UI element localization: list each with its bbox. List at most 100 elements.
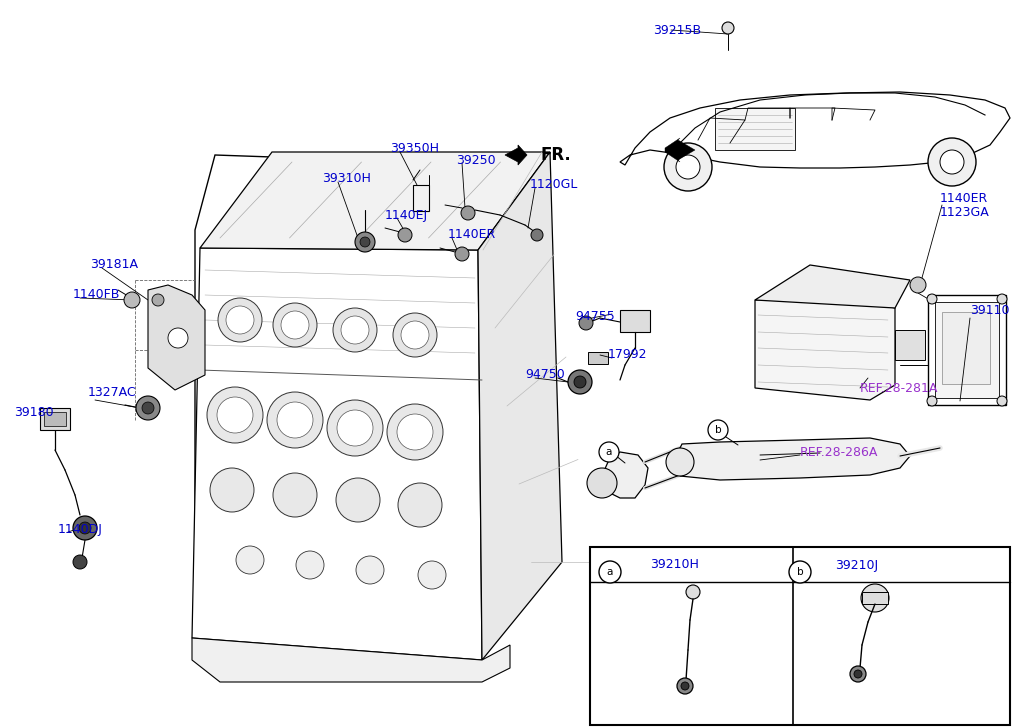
Text: a: a xyxy=(605,447,612,457)
Circle shape xyxy=(681,682,689,690)
Circle shape xyxy=(273,473,317,517)
Text: 39310H: 39310H xyxy=(322,172,371,185)
Circle shape xyxy=(73,555,87,569)
Circle shape xyxy=(336,478,380,522)
Polygon shape xyxy=(665,138,695,162)
Circle shape xyxy=(207,387,263,443)
Polygon shape xyxy=(505,145,527,165)
Circle shape xyxy=(708,420,728,440)
Bar xyxy=(895,330,925,360)
Polygon shape xyxy=(192,638,510,682)
Polygon shape xyxy=(620,92,1010,168)
Circle shape xyxy=(997,294,1007,304)
Circle shape xyxy=(218,298,262,342)
Circle shape xyxy=(850,666,866,682)
Bar xyxy=(935,302,999,398)
Circle shape xyxy=(360,237,370,247)
Circle shape xyxy=(574,376,586,388)
Polygon shape xyxy=(195,155,500,660)
Text: 1140ER: 1140ER xyxy=(448,228,496,241)
Circle shape xyxy=(393,313,437,357)
Circle shape xyxy=(568,370,592,394)
Text: 39210H: 39210H xyxy=(650,558,699,571)
Circle shape xyxy=(273,303,317,347)
Circle shape xyxy=(168,328,188,348)
Polygon shape xyxy=(680,438,910,480)
Circle shape xyxy=(387,404,443,460)
Text: 17992: 17992 xyxy=(608,348,648,361)
Text: 39210J: 39210J xyxy=(835,558,878,571)
Polygon shape xyxy=(148,285,205,390)
Polygon shape xyxy=(598,452,648,498)
Circle shape xyxy=(928,138,976,186)
Text: 39250: 39250 xyxy=(456,153,496,166)
Circle shape xyxy=(599,561,621,583)
Text: 1120GL: 1120GL xyxy=(530,179,578,191)
Text: 39181A: 39181A xyxy=(90,259,138,271)
Circle shape xyxy=(397,414,433,450)
Circle shape xyxy=(599,442,619,462)
Text: 39215B: 39215B xyxy=(653,23,701,36)
Text: 94750: 94750 xyxy=(525,369,565,382)
Polygon shape xyxy=(192,248,482,660)
Circle shape xyxy=(861,584,889,612)
Circle shape xyxy=(236,546,264,574)
Polygon shape xyxy=(755,265,910,308)
Polygon shape xyxy=(755,295,895,400)
Circle shape xyxy=(927,396,937,406)
Circle shape xyxy=(676,155,700,179)
Circle shape xyxy=(142,402,154,414)
Circle shape xyxy=(910,277,926,293)
Circle shape xyxy=(267,392,323,448)
Circle shape xyxy=(455,247,469,261)
Bar xyxy=(413,185,429,211)
Circle shape xyxy=(333,308,377,352)
Circle shape xyxy=(531,229,544,241)
Circle shape xyxy=(722,22,734,34)
Text: 1140DJ: 1140DJ xyxy=(58,523,102,537)
Circle shape xyxy=(940,150,964,174)
Polygon shape xyxy=(200,152,550,250)
Circle shape xyxy=(327,400,383,456)
Circle shape xyxy=(210,468,254,512)
Text: FR.: FR. xyxy=(540,146,571,164)
Circle shape xyxy=(356,556,384,584)
Circle shape xyxy=(136,396,160,420)
Circle shape xyxy=(686,585,700,599)
Circle shape xyxy=(337,410,373,446)
Circle shape xyxy=(587,468,617,498)
Text: 94755: 94755 xyxy=(575,310,614,323)
Circle shape xyxy=(789,561,811,583)
Text: 1327AC: 1327AC xyxy=(88,387,137,400)
Circle shape xyxy=(73,516,97,540)
Text: a: a xyxy=(606,567,613,577)
Bar xyxy=(620,310,650,332)
Circle shape xyxy=(854,670,862,678)
Bar xyxy=(942,312,990,384)
Circle shape xyxy=(277,402,313,438)
Bar xyxy=(590,547,1010,725)
Text: 39350H: 39350H xyxy=(390,142,439,155)
Text: b: b xyxy=(797,567,803,577)
Circle shape xyxy=(399,483,442,527)
Circle shape xyxy=(677,678,693,694)
Circle shape xyxy=(281,311,309,339)
Circle shape xyxy=(341,316,369,344)
Bar xyxy=(44,412,66,426)
Text: REF.28-281A: REF.28-281A xyxy=(860,382,938,395)
Bar xyxy=(588,352,608,364)
Polygon shape xyxy=(478,152,562,660)
Circle shape xyxy=(401,321,429,349)
Circle shape xyxy=(399,228,412,242)
Text: 1140ER: 1140ER xyxy=(940,191,989,204)
Circle shape xyxy=(217,397,254,433)
Circle shape xyxy=(997,396,1007,406)
Circle shape xyxy=(79,522,91,534)
Text: 1140FB: 1140FB xyxy=(73,289,121,302)
Circle shape xyxy=(418,561,446,589)
Text: 1140EJ: 1140EJ xyxy=(385,209,428,222)
Bar xyxy=(862,592,888,604)
Text: 39110: 39110 xyxy=(970,303,1010,316)
Text: 1123GA: 1123GA xyxy=(940,206,990,220)
Text: 39180: 39180 xyxy=(14,406,54,419)
